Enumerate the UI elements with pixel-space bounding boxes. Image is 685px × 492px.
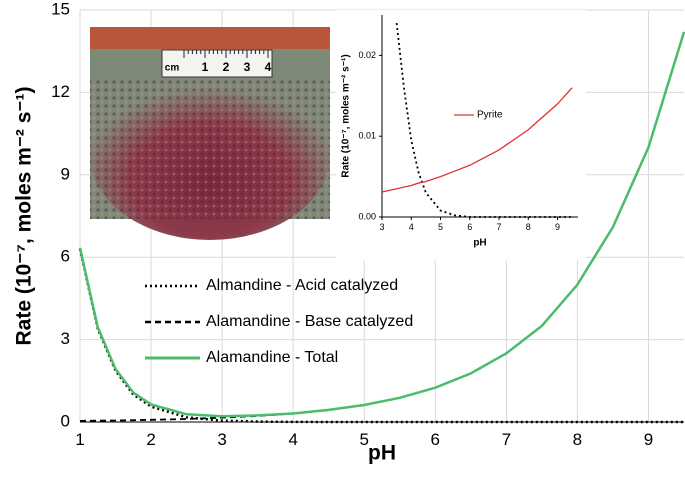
x-tick-label: 8	[573, 430, 582, 449]
garnet-texture	[90, 80, 330, 219]
legend-label: Pyrite	[477, 110, 503, 121]
y-tick-label: 6	[61, 247, 70, 266]
ruler	[161, 49, 273, 78]
ruler-label: 1	[202, 60, 209, 74]
x-tick-label: 1	[75, 430, 84, 449]
x-tick-label: 3	[217, 430, 226, 449]
series-line	[78, 248, 684, 424]
x-axis-label: pH	[473, 238, 486, 249]
photo: cm 1 2 3 4	[90, 27, 330, 240]
series-line	[78, 31, 685, 418]
series-line	[381, 87, 573, 193]
y-tick-label: 0	[61, 411, 70, 430]
y-tick-label: 0.02	[358, 50, 376, 60]
ruler-label: 3	[244, 60, 251, 74]
legend-label: Almandine - Acid catalyzed	[206, 277, 398, 294]
x-tick-label: 5	[360, 430, 369, 449]
y-tick-label: 15	[51, 0, 70, 18]
ruler-label: cm	[165, 63, 180, 74]
photo-top	[90, 27, 330, 49]
x-tick-label: 3	[379, 222, 384, 232]
y-tick-label: 9	[61, 164, 70, 183]
x-tick-label: 5	[438, 222, 443, 232]
x-tick-label: 6	[467, 222, 472, 232]
y-tick-label: 3	[61, 329, 70, 348]
x-tick-label: 9	[555, 222, 560, 232]
x-tick-label: 7	[497, 222, 502, 232]
inset-background	[336, 10, 586, 260]
x-axis-label: pH	[368, 442, 396, 465]
legend-label: Alamandine - Base catalyzed	[206, 313, 413, 330]
ruler-label: 2	[223, 60, 230, 74]
x-tick-label: 7	[502, 430, 511, 449]
x-tick-label: 9	[644, 430, 653, 449]
ruler-label: 4	[265, 60, 272, 74]
x-tick-label: 2	[146, 430, 155, 449]
y-axis-label: Rate (10⁻⁷, moles m⁻² s⁻¹)	[341, 54, 352, 177]
y-tick-label: 0.01	[358, 131, 376, 141]
y-axis-label: Rate (10⁻⁷, moles m⁻² s⁻¹)	[13, 87, 36, 346]
x-tick-label: 8	[526, 222, 531, 232]
legend-label: Alamandine - Total	[206, 349, 338, 366]
y-tick-label: 0.00	[358, 211, 376, 221]
x-tick-label: 4	[288, 430, 297, 449]
x-tick-label: 4	[409, 222, 414, 232]
y-tick-label: 12	[51, 82, 70, 101]
x-tick-label: 6	[431, 430, 440, 449]
